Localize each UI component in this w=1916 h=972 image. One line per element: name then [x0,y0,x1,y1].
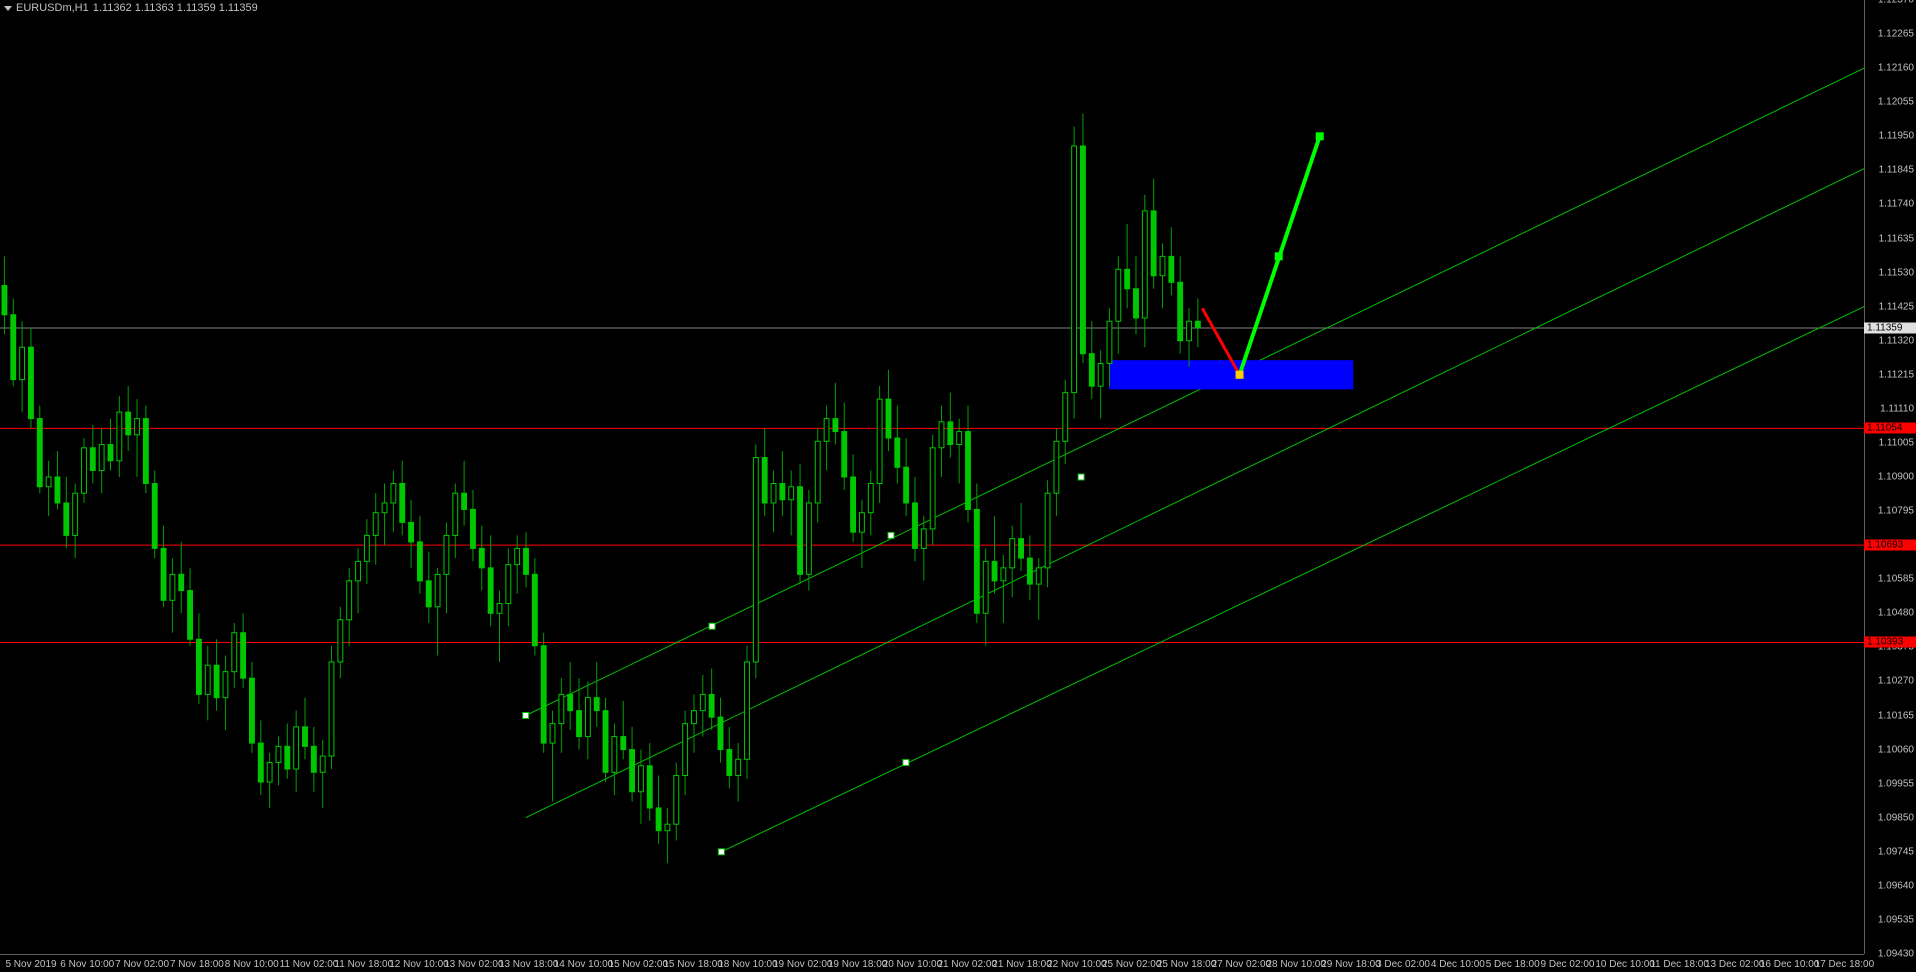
x-tick: 3 Dec 02:00 [1376,959,1430,970]
x-tick: 13 Dec 02:00 [1705,959,1765,970]
x-tick: 12 Nov 10:00 [389,959,449,970]
y-tick: 1.09535 [1878,914,1914,925]
x-tick: 6 Nov 10:00 [60,959,114,970]
price-plot[interactable] [0,0,1864,954]
x-tick: 16 Dec 10:00 [1760,959,1820,970]
y-tick: 1.12265 [1878,29,1914,40]
x-tick: 11 Nov 18:00 [334,959,393,970]
x-tick: 13 Nov 18:00 [499,959,559,970]
x-tick: 21 Nov 02:00 [937,959,997,970]
symbol-label: EURUSDm,H1 [16,2,89,14]
hline-label: 1.10693 [1864,540,1916,551]
x-tick: 7 Nov 02:00 [115,959,169,970]
x-tick: 10 Dec 10:00 [1595,959,1655,970]
y-tick: 1.11215 [1879,369,1914,380]
x-tick: 27 Nov 02:00 [1212,959,1272,970]
y-tick: 1.10480 [1878,608,1914,619]
y-tick: 1.09640 [1878,880,1914,891]
x-tick: 4 Dec 10:00 [1431,959,1485,970]
y-tick: 1.11635 [1879,233,1914,244]
y-tick: 1.11005 [1879,437,1914,448]
x-tick: 14 Nov 10:00 [554,959,614,970]
y-tick: 1.09850 [1878,812,1914,823]
x-tick: 18 Nov 10:00 [718,959,778,970]
hline-label: 1.11054 [1864,423,1916,434]
y-tick: 1.09430 [1878,949,1914,960]
x-tick: 13 Nov 02:00 [444,959,504,970]
y-tick: 1.10270 [1878,676,1914,687]
x-tick: 21 Nov 18:00 [992,959,1052,970]
x-tick: 25 Nov 02:00 [1102,959,1162,970]
y-tick: 1.11950 [1879,131,1914,142]
x-tick: 17 Dec 18:00 [1815,959,1875,970]
y-tick: 1.09745 [1878,846,1914,857]
x-tick: 11 Nov 02:00 [280,959,339,970]
x-tick: 9 Dec 02:00 [1541,959,1595,970]
y-tick: 1.10165 [1878,710,1914,721]
dropdown-icon[interactable] [4,6,12,11]
y-tick: 1.10900 [1878,472,1914,483]
x-tick: 5 Nov 2019 [5,959,56,970]
x-tick: 8 Nov 10:00 [225,959,279,970]
x-tick: 15 Nov 18:00 [663,959,723,970]
x-tick: 19 Nov 18:00 [828,959,888,970]
price-axis: 1.12370 1.12265 1.12160 1.12055 1.11950 1.118… [1864,0,1916,954]
time-axis: 5 Nov 2019 6 Nov 10:007 Nov 02:007 Nov 18… [0,954,1864,972]
y-tick: 1.10795 [1878,506,1914,517]
ohlc-label: 1.11362 1.11363 1.11359 1.11359 [93,2,258,14]
hline-label: 1.10393 [1864,637,1916,648]
x-tick: 5 Dec 18:00 [1486,959,1540,970]
current-price-label: 1.11359 [1864,323,1916,334]
x-tick: 7 Nov 18:00 [170,959,224,970]
x-tick: 15 Nov 02:00 [609,959,669,970]
x-tick: 29 Nov 18:00 [1321,959,1381,970]
y-tick: 1.11110 [1880,403,1914,414]
x-tick: 28 Nov 10:00 [1266,959,1326,970]
y-tick: 1.10585 [1878,574,1914,585]
y-tick: 1.12370 [1878,0,1914,6]
x-tick: 20 Nov 10:00 [883,959,943,970]
y-tick: 1.11320 [1879,335,1914,346]
x-tick: 22 Nov 10:00 [1047,959,1107,970]
chart-header: EURUSDm,H1 1.11362 1.11363 1.11359 1.113… [4,2,258,14]
y-tick: 1.09955 [1878,778,1914,789]
x-tick: 11 Dec 18:00 [1650,959,1709,970]
y-tick: 1.11845 [1879,165,1914,176]
y-tick: 1.11530 [1879,267,1914,278]
x-tick: 25 Nov 18:00 [1157,959,1217,970]
y-tick: 1.11740 [1879,199,1914,210]
y-tick: 1.12160 [1878,63,1914,74]
y-tick: 1.12055 [1878,97,1914,108]
x-tick: 19 Nov 02:00 [773,959,833,970]
y-tick: 1.11425 [1879,301,1914,312]
chart-container: EURUSDm,H1 1.11362 1.11363 1.11359 1.113… [0,0,1916,972]
y-tick: 1.10060 [1878,744,1914,755]
